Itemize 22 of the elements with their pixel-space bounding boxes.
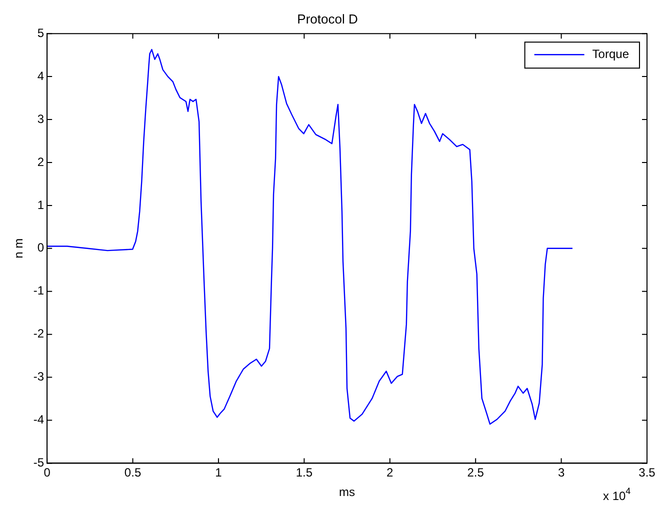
y-tick-label: -1	[33, 284, 44, 298]
y-tick-label: 3	[37, 112, 44, 126]
y-tick-label: 4	[37, 68, 44, 83]
legend-label: Torque	[592, 46, 630, 61]
x-tick-label: 3.5	[638, 466, 656, 480]
y-tick-label: -5	[33, 456, 44, 470]
y-tick-label: 1	[37, 198, 44, 212]
x-axis-title: ms	[339, 485, 356, 500]
x-tick-label: 2	[386, 466, 394, 480]
x-tick-label: 2.5	[467, 466, 484, 480]
x-tick-label: 3	[558, 466, 565, 480]
chart-title: Protocol D	[297, 11, 358, 26]
y-tick-label: 5	[37, 26, 44, 40]
x-tick-label: 0.5	[124, 466, 142, 480]
y-tick-label: 0	[37, 240, 44, 255]
y-tick-label: -3	[33, 370, 44, 384]
y-tick-label: -2	[33, 326, 44, 341]
x-tick-label: 1.5	[296, 466, 313, 480]
y-tick-label: -4	[33, 412, 44, 427]
x-tick-label: 1	[215, 466, 222, 480]
y-axis-title: n m	[12, 238, 26, 258]
y-tick-label: 2	[37, 154, 44, 169]
